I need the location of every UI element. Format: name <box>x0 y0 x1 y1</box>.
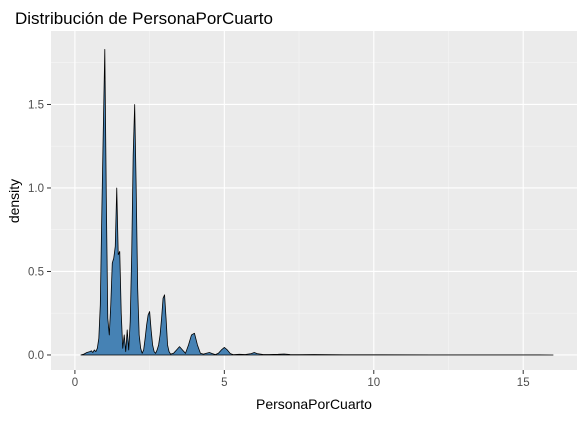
axes: 0 5 10 15 0.0 0.5 1.0 1.5 <box>28 99 530 389</box>
x-tick-label: 5 <box>221 377 227 389</box>
data-layer <box>80 48 554 356</box>
x-tick-label: 15 <box>517 377 530 389</box>
grid-lines <box>51 31 577 370</box>
y-tick-label: 1.0 <box>28 183 44 195</box>
x-tick-label: 0 <box>72 377 78 389</box>
x-axis-title: PersonaPorCuarto <box>256 396 372 412</box>
y-axis-title: density <box>6 179 22 223</box>
x-tick-label: 10 <box>367 377 380 389</box>
chart-title: Distribución de PersonaPorCuarto <box>15 9 273 28</box>
density-area <box>80 48 554 356</box>
y-tick-label: 1.5 <box>28 99 44 111</box>
y-tick-label: 0.0 <box>28 350 44 362</box>
y-tick-label: 0.5 <box>28 266 44 278</box>
